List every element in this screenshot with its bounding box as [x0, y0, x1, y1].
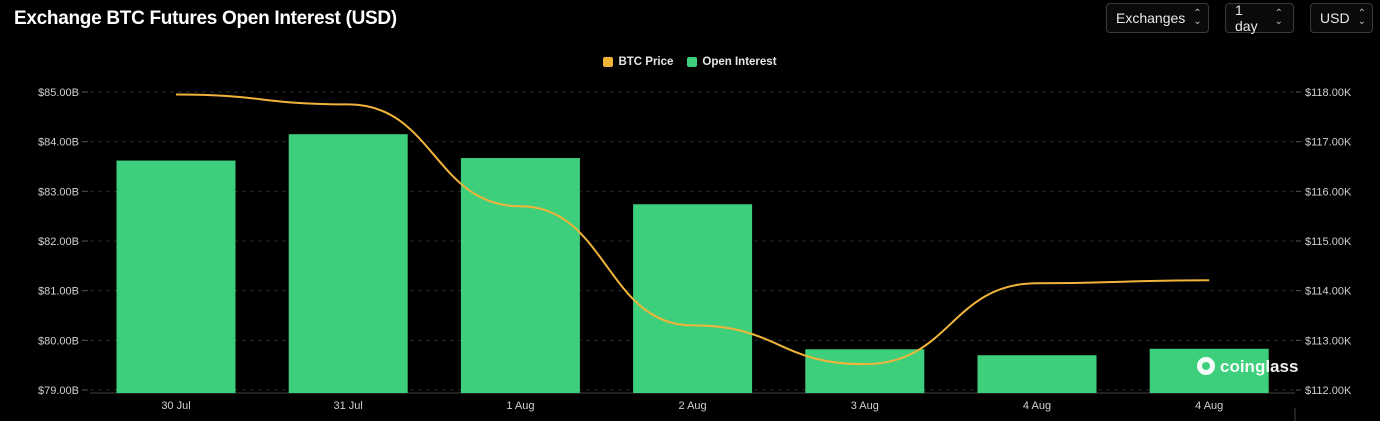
left-axis-tick-label: $83.00B: [38, 186, 79, 198]
chart-legend: BTC Price Open Interest: [0, 56, 1380, 68]
chevron-up-down-icon: ⌃ ⌄: [1193, 8, 1202, 27]
right-axis-tick-label: $116.00K: [1305, 186, 1352, 198]
x-axis-tick-label: 31 Jul: [334, 400, 363, 412]
legend-item-open-interest[interactable]: Open Interest: [687, 56, 777, 68]
btc-price-line: [175, 93, 1210, 366]
right-axis-tick-label: $117.00K: [1305, 137, 1352, 149]
left-axis-tick-label: $85.00B: [38, 87, 79, 99]
bar: [116, 160, 236, 393]
right-axis-tick-label: $118.00K: [1305, 87, 1352, 99]
x-axis-tick-label: 3 Aug: [851, 400, 879, 412]
currency-select-label: USD: [1320, 10, 1350, 26]
legend-label-open-interest: Open Interest: [702, 56, 777, 68]
left-axis-tick-label: $79.00B: [38, 385, 79, 397]
bar: [977, 355, 1097, 393]
exchanges-select[interactable]: Exchanges ⌃ ⌄: [1106, 3, 1209, 33]
chevron-up-down-icon: ⌃ ⌄: [1274, 8, 1283, 27]
coinglass-watermark: coinglass: [1197, 357, 1298, 376]
open-interest-bars: [116, 134, 1269, 393]
bar: [633, 204, 753, 393]
legend-item-btc-price[interactable]: BTC Price: [603, 56, 673, 68]
left-axis-tick-label: $82.00B: [38, 236, 79, 248]
exchanges-select-label: Exchanges: [1116, 10, 1186, 26]
legend-swatch-btc-price: [603, 57, 614, 67]
left-axis-tick-label: $84.00B: [38, 137, 79, 149]
legend-label-btc-price: BTC Price: [618, 56, 674, 68]
left-axis-tick-label: $80.00B: [38, 335, 79, 347]
left-axis-tick-label: $81.00B: [38, 286, 79, 298]
coinglass-logo-icon-inner: [1202, 362, 1210, 370]
x-axis-tick-label: 4 Aug: [1023, 400, 1051, 412]
btc-price-points: [175, 94, 1210, 365]
x-axis-tick-label: 30 Jul: [161, 400, 190, 412]
right-axis-tick-label: $114.00K: [1305, 286, 1352, 298]
page-title: Exchange BTC Futures Open Interest (USD): [14, 8, 397, 29]
legend-swatch-open-interest: [687, 57, 698, 67]
currency-select[interactable]: USD ⌃ ⌄: [1310, 3, 1373, 33]
bar: [288, 134, 408, 393]
right-axis-tick-label: $115.00K: [1305, 236, 1352, 248]
right-axis-tick-label: $112.00K: [1305, 385, 1352, 397]
interval-select[interactable]: 1 day ⌃ ⌄: [1225, 2, 1294, 34]
coinglass-watermark-text: coinglass: [1220, 357, 1298, 376]
x-axis-tick-label: 4 Aug: [1195, 400, 1223, 412]
x-axis-tick-label: 2 Aug: [679, 400, 707, 412]
chart-controls: Exchanges ⌃ ⌄ 1 day ⌃ ⌄ USD ⌃ ⌄: [1106, 2, 1373, 34]
x-axis-tick-label: 1 Aug: [506, 400, 534, 412]
interval-select-label: 1 day: [1235, 2, 1258, 34]
right-axis-tick-label: $113.00K: [1305, 335, 1352, 347]
chevron-up-down-icon: ⌃ ⌄: [1357, 8, 1366, 27]
bar: [460, 158, 580, 393]
